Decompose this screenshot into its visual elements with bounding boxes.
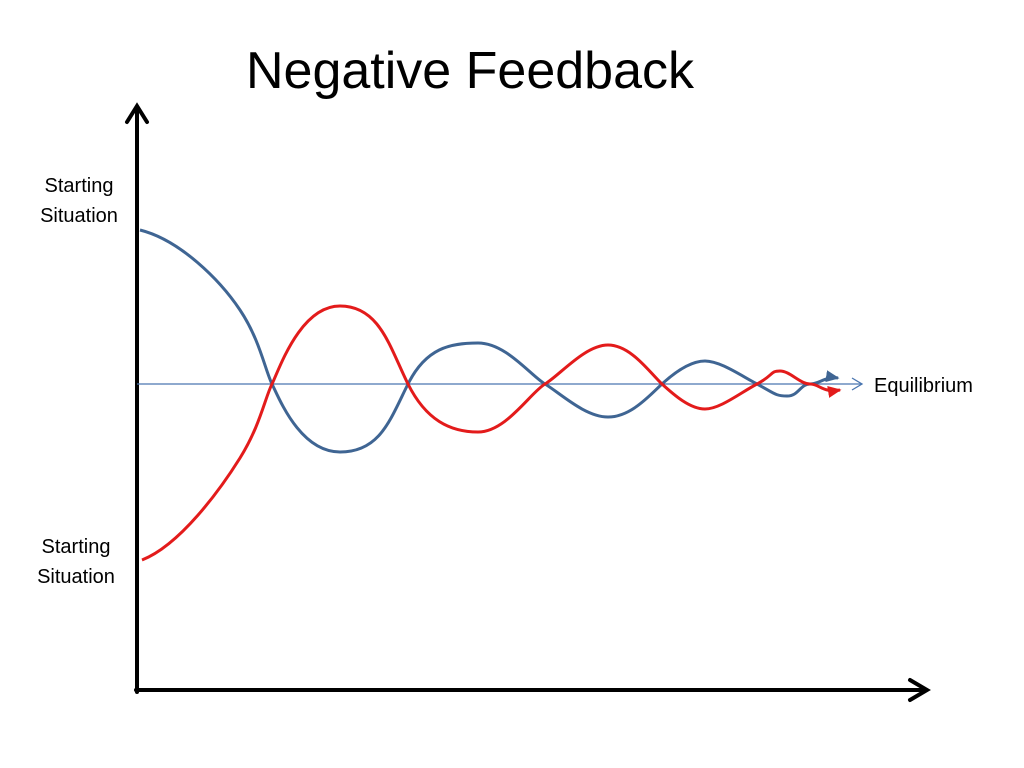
title: Negative Feedback <box>246 42 695 100</box>
equilibrium-label: Equilibrium <box>874 375 973 397</box>
axes <box>125 102 931 702</box>
upper-start-label: Starting <box>45 175 114 197</box>
red-curve <box>141 304 842 562</box>
equilibrium-line <box>137 377 864 391</box>
lower-start-label: Starting <box>42 536 111 558</box>
blue-curve <box>139 228 840 454</box>
lower-start-label: Situation <box>37 566 115 588</box>
upper-start-label: Situation <box>40 205 118 227</box>
